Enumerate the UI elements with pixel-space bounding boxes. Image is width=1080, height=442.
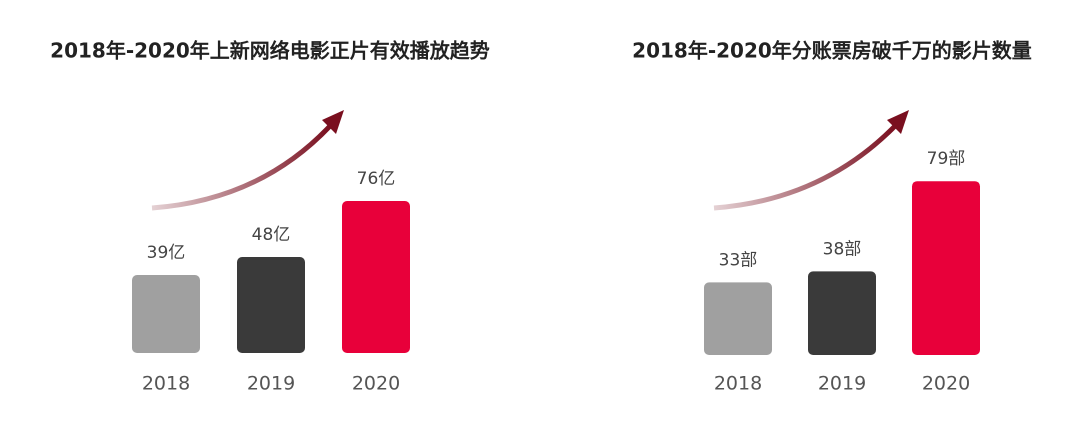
chart-title: 2018年-2020年分账票房破千万的影片数量 [632,39,1032,63]
x-tick-label: 2019 [818,373,866,395]
chart-title: 2018年-2020年上新网络电影正片有效播放趋势 [50,39,490,63]
bar [342,201,410,353]
value-label: 48亿 [252,225,291,245]
value-label: 76亿 [357,169,396,189]
bar [237,257,305,353]
bar [808,271,876,355]
x-tick-label: 2020 [922,373,970,395]
x-tick-label: 2019 [247,373,295,395]
trend-arrow [713,124,897,211]
value-label: 39亿 [147,243,186,263]
bar [912,181,980,355]
trend-arrow [151,124,332,211]
value-label: 33部 [719,250,758,270]
x-tick-label: 2020 [352,373,400,395]
bar [704,282,772,355]
arrow-head [322,110,344,134]
bar [132,275,200,353]
arrow-head [887,110,909,134]
value-label: 38部 [823,239,862,259]
value-label: 79部 [927,149,966,169]
x-tick-label: 2018 [142,373,190,395]
x-tick-label: 2018 [714,373,762,395]
